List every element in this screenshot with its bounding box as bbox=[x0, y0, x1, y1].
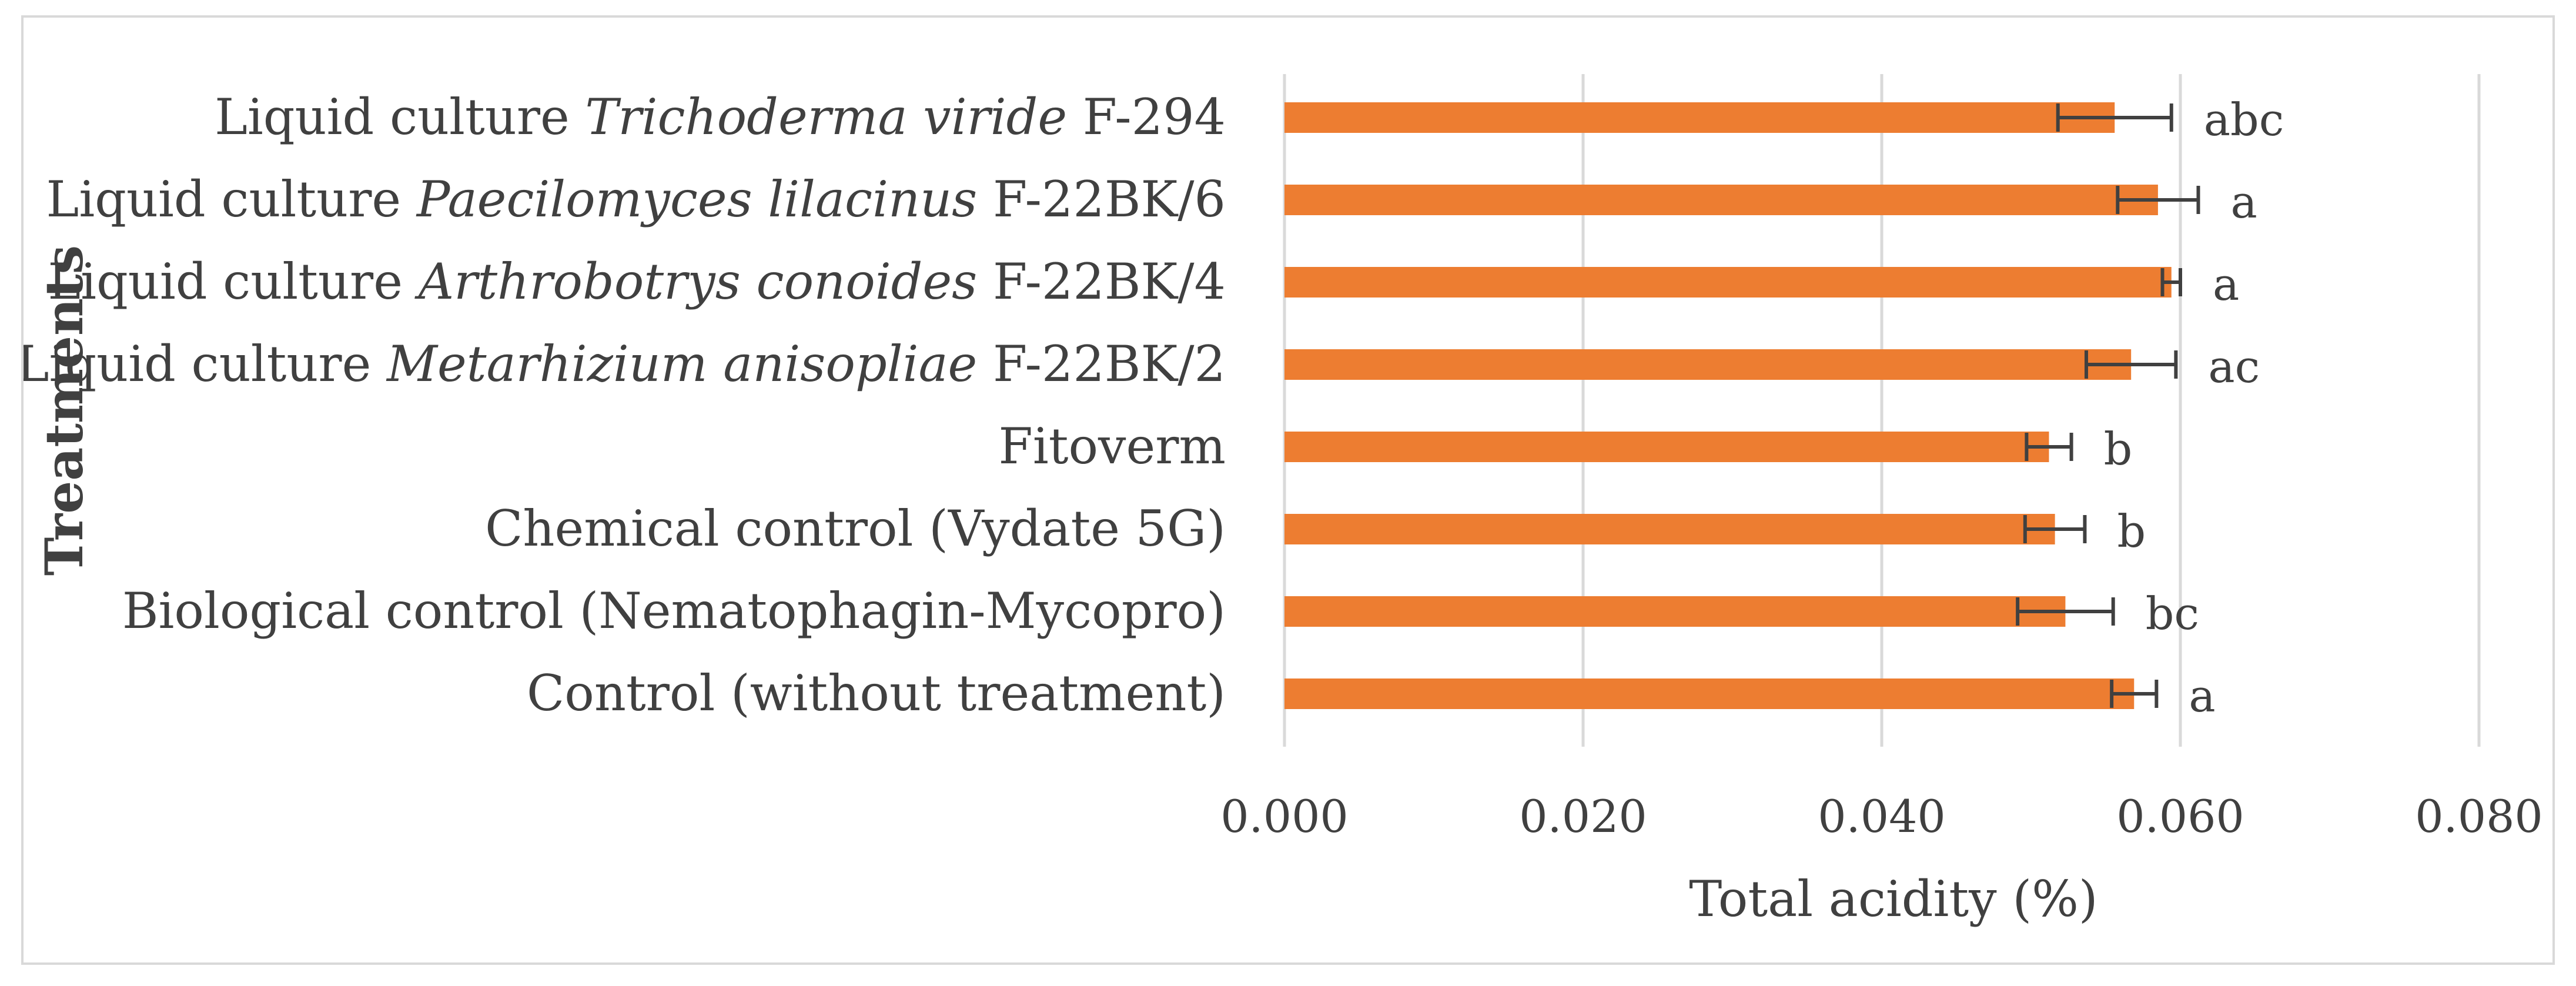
category-label-prefix: Biological control (Nematophagin-Mycopro… bbox=[122, 582, 1226, 640]
bar bbox=[1284, 596, 2066, 627]
x-tick-label: 0.020 bbox=[1519, 790, 1647, 843]
significance-letter: a bbox=[2213, 258, 2239, 310]
x-tick-label: 0.060 bbox=[2116, 790, 2244, 843]
chart-frame: 0.000 0.020 0.040 0.060 0.080 Total acidity (… bbox=[21, 15, 2555, 965]
x-tick-label: 0.080 bbox=[2415, 790, 2543, 843]
error-bar bbox=[2023, 515, 2087, 543]
category-label: Liquid culture Arthrobotrys conoides F-2… bbox=[48, 253, 1226, 310]
category-label-strain: F-22BK/6 bbox=[977, 171, 1226, 228]
category-label-prefix: Liquid culture bbox=[215, 88, 585, 146]
significance-letter: ac bbox=[2208, 340, 2260, 393]
category-label: Fitoverm bbox=[999, 417, 1226, 475]
error-bar bbox=[2025, 433, 2073, 461]
category-label-prefix: Liquid culture bbox=[46, 171, 417, 228]
category-label-species: Arthrobotrys conoides bbox=[414, 253, 978, 310]
category-label-strain: F-294 bbox=[1067, 88, 1226, 146]
bar bbox=[1284, 678, 2135, 709]
category-label: Control (without treatment) bbox=[527, 664, 1226, 722]
error-bar bbox=[2056, 103, 2173, 132]
x-axis-title: Total acidity (%) bbox=[1689, 870, 2097, 928]
error-bar bbox=[2160, 268, 2182, 296]
y-axis-title: Treatments bbox=[34, 245, 95, 576]
significance-letter: b bbox=[2104, 423, 2133, 475]
error-bar bbox=[2016, 597, 2115, 626]
category-label: Liquid culture Metarhizium anisopliae F-… bbox=[24, 335, 1226, 393]
error-bar bbox=[2116, 186, 2200, 214]
error-bar bbox=[2084, 350, 2178, 379]
bar-chart: 0.000 0.020 0.040 0.060 0.080 Total acidity (… bbox=[24, 74, 2543, 928]
category-label: Liquid culture Trichoderma viride F-294 bbox=[215, 88, 1226, 146]
category-label: Biological control (Nematophagin-Mycopro… bbox=[122, 582, 1226, 640]
significance-letter: a bbox=[2230, 176, 2257, 228]
category-label-prefix: Chemical control (Vydate 5G) bbox=[485, 500, 1226, 557]
bar bbox=[1284, 349, 2132, 380]
category-label-species: Trichoderma viride bbox=[585, 88, 1067, 146]
category-label-strain: F-22BK/2 bbox=[977, 335, 1226, 393]
significance-letter: a bbox=[2189, 670, 2215, 722]
category-label-prefix: Control (without treatment) bbox=[527, 664, 1226, 722]
significance-letter: bc bbox=[2146, 587, 2199, 640]
significance-letter: abc bbox=[2204, 93, 2284, 146]
category-label-species: Metarhizium anisopliae bbox=[386, 335, 977, 393]
significance-letter: b bbox=[2117, 505, 2146, 557]
category-label-strain: F-22BK/4 bbox=[977, 253, 1226, 310]
x-tick-label: 0.040 bbox=[1818, 790, 1946, 843]
x-tick-label: 0.000 bbox=[1220, 790, 1349, 843]
bar bbox=[1284, 267, 2172, 298]
bar bbox=[1284, 514, 2055, 544]
category-label: Chemical control (Vydate 5G) bbox=[485, 500, 1226, 557]
category-label: Liquid culture Paecilomyces lilacinus F-… bbox=[46, 171, 1226, 228]
category-label-prefix: Liquid culture bbox=[24, 335, 387, 393]
category-label-species: Paecilomyces lilacinus bbox=[416, 171, 977, 228]
bar bbox=[1284, 185, 2158, 215]
bar bbox=[1284, 102, 2115, 133]
error-bar bbox=[2110, 680, 2159, 708]
category-label-prefix: Liquid culture bbox=[48, 253, 418, 310]
category-label-prefix: Fitoverm bbox=[999, 417, 1226, 475]
bar bbox=[1284, 432, 2049, 462]
